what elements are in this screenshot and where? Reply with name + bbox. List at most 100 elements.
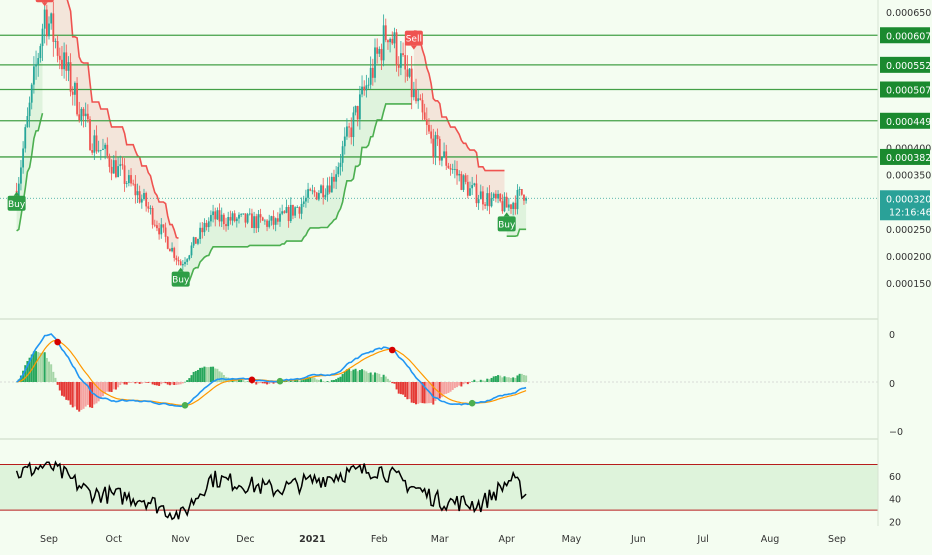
candle-26 [71,91,74,95]
macd-hist-19 [56,382,59,385]
candle-112 [257,214,260,229]
candle-156 [352,112,355,138]
macd-hist-61 [147,382,150,383]
macd-hist-27 [73,382,76,407]
time-tick-5: Feb [371,534,388,545]
macd-hist-150 [339,376,342,382]
macd-hist-200 [447,382,450,393]
time-tick-4: 2021 [299,534,325,545]
candle-97 [225,224,227,227]
macd-hist-151 [341,374,344,382]
macd-hist-136 [309,376,312,382]
time-tick-6: Mar [431,534,449,545]
candle-14 [45,9,48,37]
candle-28 [76,82,78,115]
signal-badge [35,0,54,3]
macd-hist-198 [443,382,446,395]
candle-149 [337,166,340,175]
rsi-line [15,460,527,521]
macd-hist-70 [166,382,169,385]
macd-hist-217 [484,380,487,382]
candle-199 [445,151,448,166]
candle-9 [35,64,37,67]
macd-hist-117 [268,382,271,385]
macd-hist-17 [52,371,55,382]
candle-20 [58,55,61,60]
macd-hist-155 [350,371,353,382]
macd-hist-182 [408,382,411,400]
candle-148 [335,174,338,182]
macd-tick-2: −0 [889,427,903,438]
macd-hist-169 [380,377,383,382]
macd-hist-192 [430,382,433,404]
candle-95 [220,214,223,222]
level-label-4: 0.0003826 [880,148,932,165]
signal-buy-0: Buy [7,191,26,211]
candle-147 [333,176,335,182]
candle-16 [50,13,53,24]
candle-144 [326,185,329,195]
candle-61 [147,206,150,209]
candle-225 [501,201,504,212]
macd-hist-51 [125,382,128,385]
candle-3 [22,148,24,168]
macd-hist-179 [402,382,405,395]
macd-hist-23 [65,382,68,400]
candle-162 [365,85,368,91]
macd-hist-15 [48,361,50,382]
last-price-bg [880,190,930,221]
candle-48 [119,164,122,167]
macd-hist-104 [240,380,243,382]
candle-202 [451,169,454,170]
candle-186 [417,98,420,102]
macd-tick-0: 0 [889,330,895,341]
macd-hist-149 [337,377,340,382]
supertrend-line-down-3 [413,30,505,172]
macd-hist-187 [419,382,422,403]
candle-226 [503,196,506,212]
supertrend-line-down-1 [66,0,179,239]
candle-141 [320,185,322,194]
macd-hist-153 [345,369,348,382]
candle-92 [214,211,217,220]
candle-19 [56,41,59,56]
macd-hist-193 [432,382,435,405]
macd-hist-127 [289,379,292,382]
candle-51 [125,183,128,184]
macd-hist-34 [89,382,92,408]
candle-91 [212,211,214,216]
candle-41 [104,144,107,149]
candle-127 [289,204,292,222]
macd-hist-183 [410,382,413,403]
macd-hist-50 [123,382,126,385]
candle-46 [115,160,117,178]
macd-hist-201 [449,382,452,392]
macd-hist-101 [233,379,236,382]
candle-24 [67,62,70,71]
signal-badge [7,195,26,211]
time-tick-1: Oct [106,534,123,545]
macd-hist-132 [300,380,303,382]
candle-212 [473,183,476,186]
candle-44 [110,166,113,174]
macd-hist-119 [272,382,275,384]
level-label-text: 0.0006071 [886,31,932,42]
macd-hist-144 [326,381,329,382]
macd-hist-40 [101,382,104,397]
macd-hist-110 [253,382,256,384]
macd-hist-35 [91,382,94,408]
candle-221 [492,193,495,199]
candle-163 [367,84,370,86]
candle-189 [423,112,426,120]
candle-98 [227,217,230,227]
candle-59 [143,193,145,200]
signal-buy-2: Buy [171,267,190,287]
candle-78 [184,261,186,265]
macd-hist-235 [522,374,525,382]
macd-hist-103 [237,380,240,382]
macd-hist-62 [149,382,152,383]
macd-cross-dot-211 [468,399,476,407]
